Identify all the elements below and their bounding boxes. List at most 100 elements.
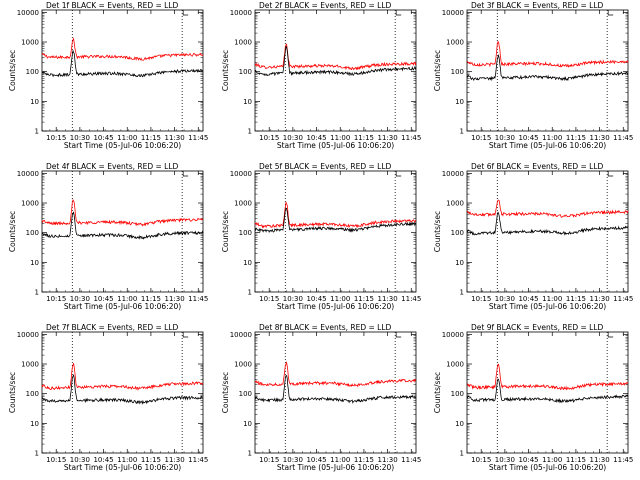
red-lld-series: [254, 361, 417, 388]
panel-7: Det 7f BLACK = Events, RED = LLD 1 10 100 10…: [8, 323, 208, 472]
x-tick-label: 10:45: [93, 456, 113, 464]
x-tick-label: 11:45: [188, 295, 208, 303]
x-axis-label: Start Time (05-Jul-06 10:06:20): [64, 463, 181, 472]
x-tick-label: 10:30: [70, 456, 90, 464]
y-tick-label: 10: [243, 420, 252, 428]
x-tick-label: 11:30: [589, 134, 609, 142]
y-tick-label: 10: [243, 98, 252, 106]
x-tick-label: 11:30: [589, 456, 609, 464]
black-events-series: [254, 45, 417, 77]
plot-frame: [41, 331, 204, 454]
y-tick-label: 10000: [442, 331, 464, 339]
marker-bracket: [395, 10, 402, 16]
marker-bracket: [395, 171, 402, 177]
y-tick-label: 1000: [234, 361, 252, 369]
x-tick-label: 11:30: [377, 295, 397, 303]
y-tick-label: 100: [451, 229, 464, 237]
x-tick-label: 11:15: [354, 456, 374, 464]
x-tick-label: 10:45: [306, 295, 326, 303]
y-tick-label: 1: [35, 450, 39, 458]
x-tick-label: 11:00: [117, 295, 137, 303]
x-tick-label: 10:15: [471, 295, 491, 303]
marker-bracket: [607, 332, 614, 338]
y-tick-label: 100: [26, 68, 39, 76]
x-tick-label: 10:45: [518, 295, 538, 303]
x-tick-label: 11:00: [542, 134, 562, 142]
y-tick-label: 1000: [234, 39, 252, 47]
x-tick-label: 10:30: [495, 295, 515, 303]
y-tick-label: 10000: [230, 9, 252, 17]
x-tick-label: 10:45: [306, 134, 326, 142]
black-events-series: [466, 53, 629, 82]
x-tick-label: 10:15: [259, 134, 279, 142]
marker-bracket: [182, 10, 189, 16]
x-tick-label: 10:45: [518, 134, 538, 142]
x-axis-label: Start Time (05-Jul-06 10:06:20): [489, 302, 606, 311]
panel-title: Det 9f BLACK = Events, RED = LLD: [471, 323, 604, 332]
y-tick-label: 100: [239, 229, 252, 237]
x-tick-label: 11:00: [542, 456, 562, 464]
y-axis-label: Counts/sec: [8, 50, 17, 91]
y-tick-label: 1000: [446, 200, 464, 208]
x-tick-label: 10:30: [283, 295, 303, 303]
x-tick-label: 11:45: [613, 134, 633, 142]
marker-bracket: [182, 332, 189, 338]
x-tick-label: 11:30: [164, 134, 184, 142]
red-lld-series: [41, 37, 204, 61]
panel-5: Det 5f BLACK = Events, RED = LLD 1 10 100 10…: [221, 162, 421, 311]
y-axis-label: Counts/sec: [8, 372, 17, 413]
x-tick-label: 11:45: [613, 456, 633, 464]
y-tick-label: 10000: [230, 170, 252, 178]
plot-frame: [466, 170, 629, 293]
y-tick-label: 100: [26, 229, 39, 237]
y-tick-label: 1000: [446, 361, 464, 369]
black-events-series: [466, 211, 629, 236]
panel-title: Det 1f BLACK = Events, RED = LLD: [46, 1, 179, 10]
x-axis-label: Start Time (05-Jul-06 10:06:20): [489, 141, 606, 150]
panel-6: Det 6f BLACK = Events, RED = LLD 1 10 100 10…: [433, 162, 633, 311]
x-tick-label: 10:15: [259, 456, 279, 464]
x-tick-label: 11:15: [141, 456, 161, 464]
y-tick-label: 100: [26, 390, 39, 398]
y-tick-label: 1: [248, 289, 252, 297]
x-tick-label: 10:15: [46, 295, 66, 303]
panel-title: Det 7f BLACK = Events, RED = LLD: [46, 323, 179, 332]
red-lld-series: [41, 363, 204, 391]
panel-title: Det 8f BLACK = Events, RED = LLD: [259, 323, 392, 332]
x-tick-label: 10:30: [495, 134, 515, 142]
y-tick-label: 10000: [17, 9, 39, 17]
y-tick-label: 10: [243, 259, 252, 267]
x-tick-label: 11:45: [401, 134, 421, 142]
y-tick-label: 10000: [442, 170, 464, 178]
x-axis-label: Start Time (05-Jul-06 10:06:20): [64, 302, 181, 311]
x-tick-label: 10:30: [283, 134, 303, 142]
x-tick-label: 11:15: [566, 295, 586, 303]
y-tick-label: 10: [30, 420, 39, 428]
x-tick-label: 11:15: [141, 295, 161, 303]
x-tick-label: 10:45: [306, 456, 326, 464]
x-tick-label: 11:15: [354, 295, 374, 303]
x-tick-label: 11:45: [188, 456, 208, 464]
y-tick-label: 1: [460, 128, 464, 136]
y-tick-label: 1000: [21, 361, 39, 369]
x-tick-label: 11:15: [354, 134, 374, 142]
panel-title: Det 4f BLACK = Events, RED = LLD: [46, 162, 179, 171]
x-tick-label: 10:15: [46, 134, 66, 142]
x-tick-label: 11:00: [330, 295, 350, 303]
x-axis-label: Start Time (05-Jul-06 10:06:20): [277, 302, 394, 311]
y-tick-label: 1: [248, 450, 252, 458]
red-lld-series: [466, 363, 629, 391]
panel-2: Det 2f BLACK = Events, RED = LLD 1 10 100 10…: [221, 1, 421, 150]
y-axis-label: Counts/sec: [8, 211, 17, 252]
y-tick-label: 10000: [17, 170, 39, 178]
red-lld-series: [467, 41, 629, 68]
panel-title: Det 5f BLACK = Events, RED = LLD: [259, 162, 392, 171]
y-tick-label: 1: [248, 128, 252, 136]
x-tick-label: 11:45: [188, 134, 208, 142]
panel-title: Det 2f BLACK = Events, RED = LLD: [259, 1, 392, 10]
x-tick-label: 11:00: [542, 295, 562, 303]
x-tick-label: 11:45: [401, 456, 421, 464]
plot-frame: [254, 331, 417, 454]
panel-9: Det 9f BLACK = Events, RED = LLD 1 10 100 10…: [433, 323, 633, 472]
